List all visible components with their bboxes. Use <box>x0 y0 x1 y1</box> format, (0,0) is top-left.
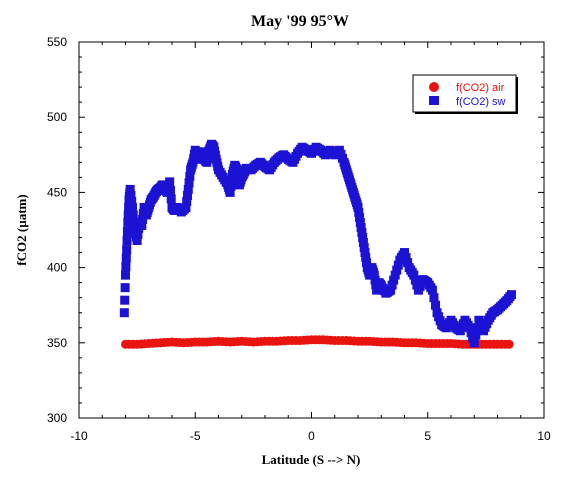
data-point <box>386 285 396 295</box>
data-point <box>133 230 143 240</box>
data-point <box>226 181 236 191</box>
data-point <box>128 210 138 220</box>
data-point <box>359 243 369 253</box>
data-point <box>403 258 413 268</box>
data-point <box>506 290 516 300</box>
data-point <box>125 184 135 194</box>
data-point <box>356 222 366 232</box>
data-point <box>121 262 131 272</box>
data-point <box>123 210 133 220</box>
data-point <box>369 270 379 280</box>
data-point <box>181 202 191 212</box>
series-0 <box>121 335 514 349</box>
legend-sw-marker <box>429 96 439 105</box>
data-point <box>137 220 147 230</box>
x-tick-label: -5 <box>190 429 201 443</box>
data-series <box>119 139 516 349</box>
data-point <box>465 323 475 333</box>
data-point <box>387 280 397 290</box>
data-point <box>392 265 402 275</box>
legend: f(CO2) air f(CO2) sw <box>412 74 518 114</box>
data-point <box>123 217 133 227</box>
data-point <box>401 253 411 263</box>
data-point <box>409 270 419 280</box>
y-tick-label: 550 <box>47 35 67 49</box>
data-point <box>469 338 479 348</box>
axis-ticks: -10 -5 0 5 10 300 350 400 450 500 550 <box>47 35 551 443</box>
data-point <box>360 248 370 258</box>
legend-box <box>412 74 517 113</box>
data-point <box>165 185 175 195</box>
data-point <box>357 228 367 238</box>
data-point <box>119 308 129 318</box>
series-1 <box>119 139 516 348</box>
data-point <box>429 293 439 303</box>
data-point <box>361 253 371 263</box>
data-point <box>183 184 193 194</box>
data-point <box>400 248 409 258</box>
legend-air-label: f(CO2) air <box>456 82 505 94</box>
data-point <box>126 190 136 200</box>
data-point <box>127 196 137 206</box>
data-point <box>471 330 481 340</box>
x-tick-label: 10 <box>537 429 551 443</box>
data-point <box>120 295 130 305</box>
data-point <box>129 217 139 227</box>
data-point <box>166 194 176 204</box>
data-point <box>165 177 175 187</box>
data-point <box>504 339 514 349</box>
data-point <box>227 175 237 185</box>
data-point <box>138 214 148 224</box>
data-point <box>362 258 372 268</box>
data-point <box>358 238 368 248</box>
data-point <box>184 178 194 188</box>
data-point <box>225 187 235 197</box>
data-point <box>121 270 130 280</box>
chart-title: May '99 95°W <box>251 13 349 30</box>
data-point <box>132 236 142 246</box>
x-tick-label: 5 <box>424 429 431 443</box>
y-axis-label: fCO2 (µatm) <box>14 194 29 265</box>
y-tick-label: 450 <box>47 185 67 199</box>
data-point <box>389 275 399 285</box>
data-point <box>393 260 403 270</box>
data-point <box>232 165 242 175</box>
data-point <box>122 236 132 246</box>
x-axis-label: Latitude (S --> N) <box>262 452 361 467</box>
data-point <box>121 253 131 263</box>
data-point <box>185 171 195 181</box>
data-point <box>183 190 192 200</box>
y-tick-label: 400 <box>47 261 67 275</box>
y-tick-label: 350 <box>47 336 67 350</box>
legend-air-marker <box>429 82 439 92</box>
legend-sw-label: f(CO2) sw <box>456 96 506 108</box>
data-point <box>355 217 365 227</box>
data-point <box>410 275 420 285</box>
data-point <box>358 233 368 243</box>
data-point <box>390 270 400 280</box>
y-tick-label: 300 <box>47 411 67 425</box>
data-point <box>355 212 365 222</box>
data-point <box>127 202 137 212</box>
data-point <box>120 283 130 293</box>
data-point <box>427 285 437 295</box>
data-point <box>122 227 132 237</box>
data-point <box>182 196 192 206</box>
data-point <box>354 207 364 217</box>
data-point <box>431 300 440 310</box>
x-tick-label: -10 <box>70 429 88 443</box>
data-point <box>353 202 363 212</box>
x-tick-label: 0 <box>308 429 315 443</box>
data-point <box>122 245 132 255</box>
data-point <box>466 328 476 338</box>
y-tick-label: 500 <box>47 110 67 124</box>
